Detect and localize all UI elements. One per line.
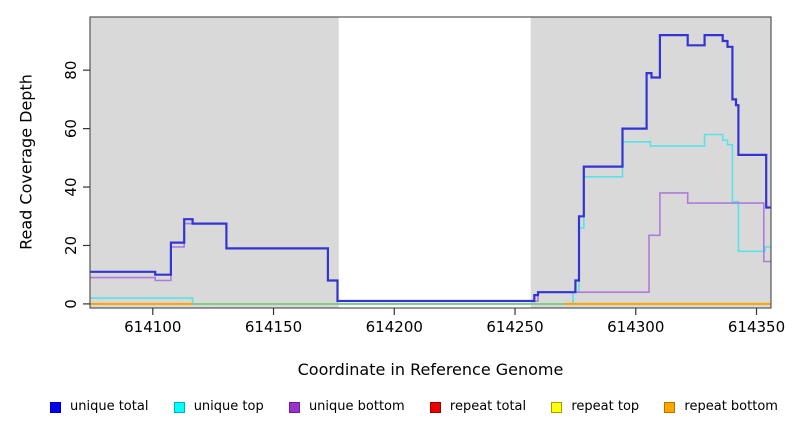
y-tick-label: 60 [62, 119, 80, 138]
x-tick-label: 614350 [728, 318, 785, 336]
plot-border [89, 16, 772, 309]
legend-label: repeat top [571, 399, 640, 414]
legend-label: unique top [193, 399, 264, 414]
legend-item-unique-total: unique total [50, 399, 148, 415]
plot-canvas: 614100 614150 614200 614250 614300 614350 0 20 4… [62, 16, 785, 336]
y-axis-label: Read Coverage Depth [16, 74, 36, 250]
unique-bottom-swatch-icon [288, 401, 300, 413]
y-tick-label: 40 [62, 177, 80, 196]
y-tick-label: 80 [62, 61, 80, 80]
legend-label: unique total [70, 399, 149, 414]
legend-item-unique-top: unique top [173, 399, 264, 415]
legend-label: repeat bottom [684, 399, 778, 414]
x-tick-label: 614250 [486, 318, 543, 336]
legend-item-repeat-total: repeat total [429, 399, 527, 415]
x-tick-label: 614300 [607, 318, 664, 336]
legend-label: unique bottom [308, 399, 405, 414]
x-axis-label: Coordinate in Reference Genome [297, 360, 564, 379]
legend-item-repeat-bottom: repeat bottom [664, 399, 778, 415]
masked-region [338, 17, 531, 308]
y-tick-label: 0 [62, 299, 80, 309]
repeat-top-swatch-icon [551, 401, 563, 413]
repeat-bottom-swatch-icon [664, 401, 676, 413]
legend: unique total unique top unique bottom re… [0, 399, 792, 415]
x-tick-label: 614150 [245, 318, 302, 336]
legend-item-repeat-top: repeat top [551, 399, 639, 415]
legend-item-unique-bottom: unique bottom [288, 399, 405, 415]
x-tick-label: 614200 [366, 318, 423, 336]
legend-label: repeat total [449, 399, 527, 414]
unique-total-swatch-icon [50, 401, 61, 413]
x-tick-label: 614100 [124, 318, 181, 336]
series-unique-total [90, 34, 771, 303]
unique-top-swatch-icon [173, 401, 185, 413]
y-tick-label: 20 [62, 236, 80, 255]
repeat-total-swatch-icon [429, 401, 441, 413]
